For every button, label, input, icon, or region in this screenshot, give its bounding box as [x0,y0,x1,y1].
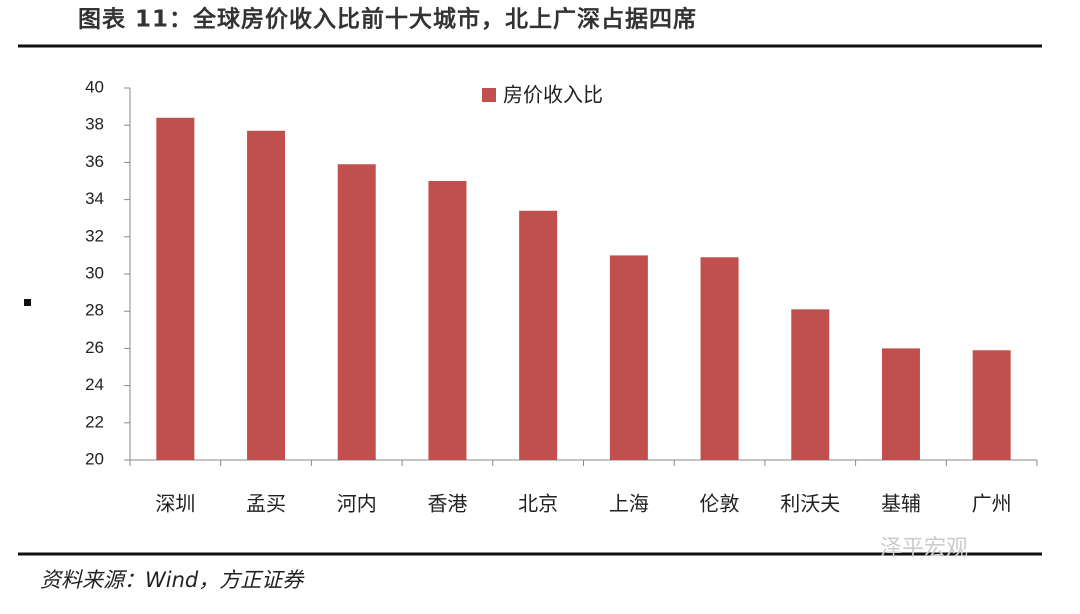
x-tick-label: 北京 [518,492,558,516]
legend-swatch [482,88,496,102]
y-tick-label: 32 [85,226,104,245]
legend-label: 房价收入比 [503,83,603,107]
bullet [24,299,31,306]
x-tick-label: 香港 [427,492,467,516]
y-tick-label: 22 [85,412,104,431]
bar [156,117,195,460]
x-tick-label: 上海 [609,492,649,516]
y-tick-label: 36 [85,152,104,171]
bar [609,255,648,460]
y-tick-label: 34 [85,189,104,208]
x-tick-label: 河内 [337,492,377,516]
bar [247,130,286,460]
x-tick-label: 深圳 [155,492,195,516]
x-tick-label: 基辅 [881,492,921,516]
chart-title: 图表 11：全球房价收入比前十大城市，北上广深占据四席 [78,6,697,33]
bar [791,309,830,460]
x-tick-label: 广州 [972,492,1012,516]
y-tick-label: 28 [85,301,104,320]
x-tick-label: 孟买 [246,492,286,516]
y-tick-label: 20 [85,449,104,468]
y-tick-label: 30 [85,263,104,282]
y-tick-label: 40 [85,77,104,96]
bar [337,164,376,460]
bar [519,210,558,460]
y-tick-label: 24 [85,375,104,394]
source: 资料来源：Wind，方正证券 [40,568,305,592]
bar [881,348,920,460]
bar [700,257,739,460]
y-tick-label: 38 [85,115,104,134]
x-tick-label: 利沃夫 [780,492,840,516]
y-tick-label: 26 [85,338,104,357]
x-tick-label: 伦敦 [700,492,740,516]
bar [428,181,467,460]
watermark: 泽平宏观 [880,536,968,561]
bar [972,350,1011,460]
